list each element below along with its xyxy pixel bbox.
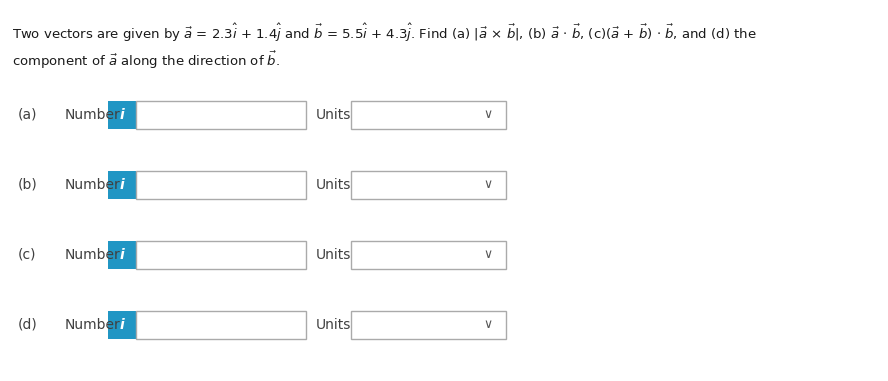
Text: component of $\vec{a}$ along the direction of $\vec{b}$.: component of $\vec{a}$ along the directi…	[12, 50, 280, 71]
Text: ∨: ∨	[483, 248, 493, 261]
FancyBboxPatch shape	[136, 241, 306, 269]
FancyBboxPatch shape	[351, 171, 506, 199]
Text: i: i	[120, 108, 124, 122]
Text: (b): (b)	[18, 178, 38, 192]
Text: i: i	[120, 178, 124, 192]
Text: Number: Number	[65, 108, 121, 122]
FancyBboxPatch shape	[136, 101, 306, 129]
Text: Number: Number	[65, 248, 121, 262]
FancyBboxPatch shape	[136, 171, 306, 199]
Text: ∨: ∨	[483, 109, 493, 122]
Text: Units: Units	[316, 318, 352, 332]
FancyBboxPatch shape	[108, 311, 136, 339]
FancyBboxPatch shape	[108, 101, 136, 129]
Text: Units: Units	[316, 178, 352, 192]
FancyBboxPatch shape	[351, 241, 506, 269]
Text: (d): (d)	[18, 318, 38, 332]
Text: Units: Units	[316, 248, 352, 262]
FancyBboxPatch shape	[136, 311, 306, 339]
Text: i: i	[120, 248, 124, 262]
Text: (c): (c)	[18, 248, 36, 262]
FancyBboxPatch shape	[351, 101, 506, 129]
Text: ∨: ∨	[483, 179, 493, 192]
FancyBboxPatch shape	[351, 311, 506, 339]
Text: Number: Number	[65, 178, 121, 192]
Text: Units: Units	[316, 108, 352, 122]
Text: Two vectors are given by $\vec{a}$ = 2.3$\hat{i}$ + 1.4$\hat{j}$ and $\vec{b}$ =: Two vectors are given by $\vec{a}$ = 2.3…	[12, 22, 757, 44]
FancyBboxPatch shape	[108, 241, 136, 269]
Text: ∨: ∨	[483, 319, 493, 331]
FancyBboxPatch shape	[108, 171, 136, 199]
Text: (a): (a)	[18, 108, 37, 122]
Text: i: i	[120, 318, 124, 332]
Text: Number: Number	[65, 318, 121, 332]
